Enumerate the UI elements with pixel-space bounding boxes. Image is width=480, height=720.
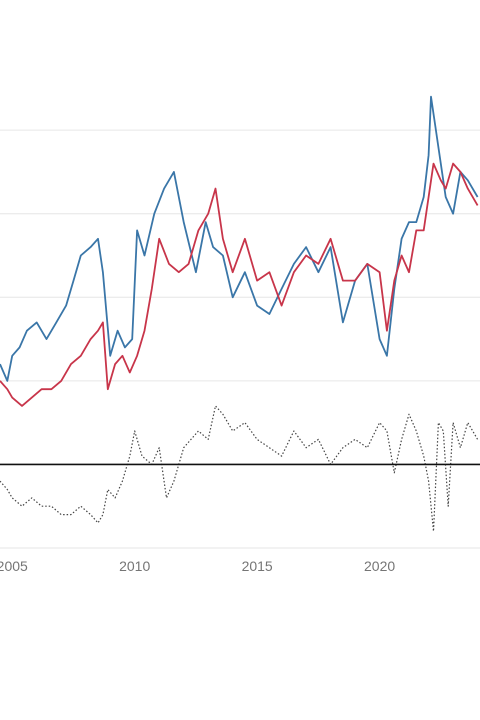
x-tick-label: 2010 <box>119 558 150 574</box>
x-tick-label: 2005 <box>0 558 28 574</box>
x-tick-label: 2015 <box>242 558 273 574</box>
x-tick-label: 2020 <box>364 558 395 574</box>
gridlines <box>0 129 480 382</box>
series-layer <box>0 95 479 532</box>
series-line-2 <box>0 162 479 407</box>
series-line-3 <box>0 405 479 532</box>
series-line-1 <box>0 95 479 382</box>
x-axis-ticks: 2005 2010 2015 2020 <box>0 558 395 574</box>
